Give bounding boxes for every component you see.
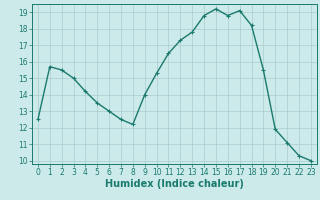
X-axis label: Humidex (Indice chaleur): Humidex (Indice chaleur) <box>105 179 244 189</box>
